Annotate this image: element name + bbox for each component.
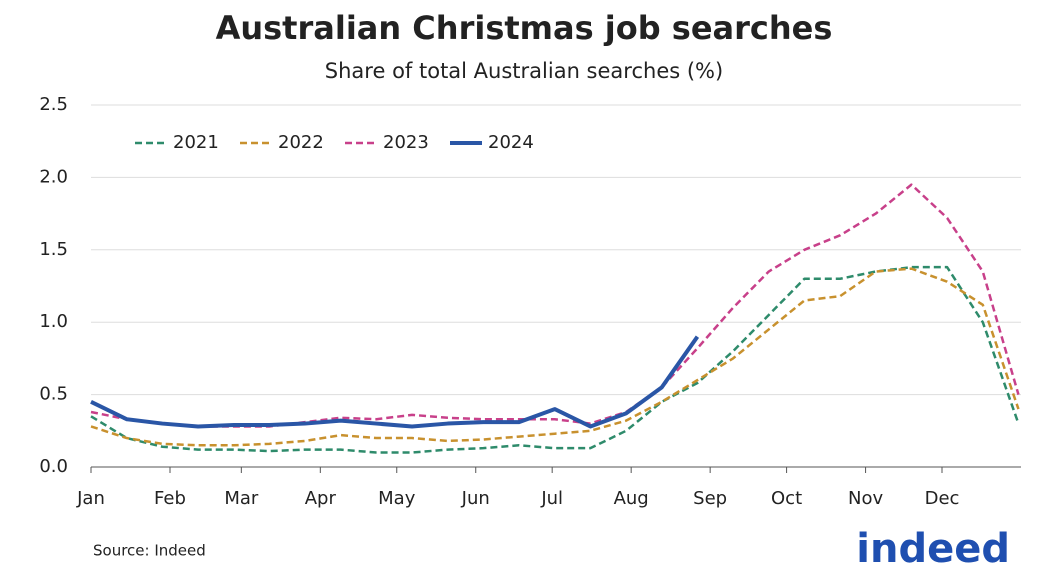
y-tick-label: 2.5 (39, 94, 68, 115)
legend-label: 2023 (383, 132, 429, 153)
chart-subtitle: Share of total Australian searches (%) (325, 59, 723, 83)
x-tick-label: Jul (540, 488, 563, 509)
logo: indeed (856, 526, 1010, 572)
x-tick-label: Jun (461, 488, 490, 509)
legend-label: 2022 (278, 132, 324, 153)
legend-label: 2021 (173, 132, 219, 153)
y-tick-label: 1.0 (39, 311, 68, 332)
x-tick-label: Apr (305, 488, 337, 509)
y-tick-label: 0.0 (39, 456, 68, 477)
x-tick-label: Nov (848, 488, 883, 509)
x-tick-label: Oct (771, 488, 802, 509)
series-line (90, 335, 700, 429)
x-tick-label: Mar (224, 488, 259, 509)
legend-label: 2024 (488, 132, 534, 153)
x-tick-label: Sep (693, 488, 727, 509)
x-tick-label: Aug (614, 488, 649, 509)
y-tick-label: 1.5 (39, 239, 68, 260)
x-tick-label: Jan (76, 488, 105, 509)
series-line (90, 183, 1020, 428)
x-tick-label: May (378, 488, 416, 509)
y-tick-label: 0.5 (39, 384, 68, 405)
chart-title: Australian Christmas job searches (216, 9, 833, 47)
y-tick-label: 2.0 (39, 166, 68, 187)
series-line (90, 265, 1020, 454)
x-tick-label: Dec (925, 488, 960, 509)
series-line (90, 267, 1020, 447)
source: Source: Indeed (93, 542, 206, 560)
x-tick-label: Feb (154, 488, 186, 509)
